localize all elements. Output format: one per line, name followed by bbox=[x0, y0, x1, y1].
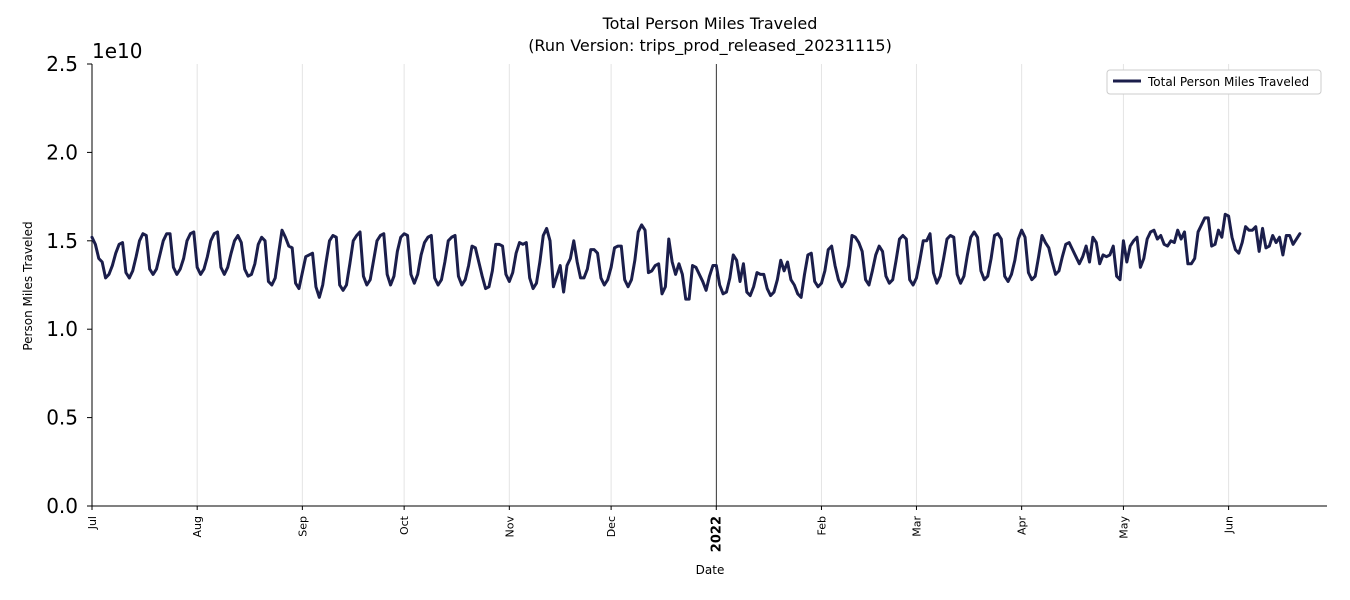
chart-subtitle: (Run Version: trips_prod_released_202311… bbox=[528, 36, 892, 55]
x-tick-label: May bbox=[1117, 516, 1130, 539]
legend-entry: Total Person Miles Traveled bbox=[1147, 75, 1309, 89]
y-tick-label: 2.5 bbox=[46, 52, 78, 76]
y-tick-label: 0.0 bbox=[46, 494, 78, 518]
x-tick-label: 2022 bbox=[709, 516, 724, 552]
x-tick-label: Feb bbox=[815, 516, 828, 535]
y-tick-label: 1.0 bbox=[46, 317, 78, 341]
x-tick-label: Jul bbox=[86, 516, 99, 530]
x-tick-label: Oct bbox=[398, 515, 411, 535]
y-axis: 0.0 0.5 1.0 1.5 2.0 2.5 bbox=[46, 52, 93, 518]
grid-lines bbox=[91, 64, 1230, 506]
x-axis: Jul Aug Sep Oct Nov Dec 2022 Feb Mar Apr May Jun bbox=[86, 505, 1327, 552]
y-tick-label: 1.5 bbox=[46, 229, 78, 253]
x-axis-label: Date bbox=[696, 563, 725, 577]
x-tick-label: Aug bbox=[191, 516, 204, 537]
series-line-total-person-miles bbox=[90, 212, 1302, 301]
x-tick-label: Nov bbox=[503, 516, 516, 538]
y-offset-label: 1e10 bbox=[92, 39, 142, 63]
x-tick-label: Dec bbox=[605, 516, 618, 537]
legend-box bbox=[1106, 69, 1322, 95]
x-tick-label: Jun bbox=[1223, 516, 1236, 534]
x-tick-label: Apr bbox=[1016, 516, 1029, 536]
x-tick-label: Sep bbox=[296, 516, 309, 537]
legend: Total Person Miles Traveled bbox=[1106, 69, 1322, 95]
y-axis-label: Person Miles Traveled bbox=[21, 221, 35, 350]
chart-title: Total Person Miles Traveled bbox=[602, 14, 818, 33]
y-tick-label: 2.0 bbox=[46, 140, 78, 164]
y-tick-label: 0.5 bbox=[46, 406, 78, 430]
x-tick-label: Mar bbox=[910, 516, 923, 537]
